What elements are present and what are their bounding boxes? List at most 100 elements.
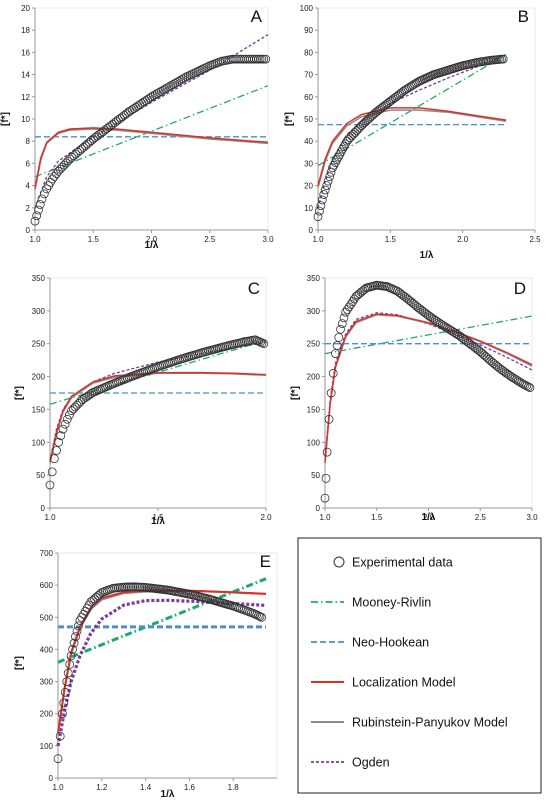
data-point	[333, 152, 343, 162]
data-point	[332, 155, 342, 165]
data-point	[55, 731, 65, 741]
data-point	[50, 171, 59, 181]
data-point	[323, 176, 333, 186]
y-tick-label: 80	[304, 48, 313, 57]
plot-area	[324, 277, 533, 509]
data-point	[66, 651, 76, 661]
data-point	[347, 131, 357, 141]
data-point	[58, 424, 68, 434]
legend-label: Experimental data	[352, 556, 453, 570]
data-point	[346, 299, 356, 309]
data-point	[336, 147, 346, 157]
data-point	[326, 388, 336, 398]
data-point	[355, 289, 364, 299]
data-point	[189, 68, 199, 78]
y-tick-label: 20	[304, 182, 313, 191]
y-axis-label: [f*]	[14, 656, 25, 670]
panel-c: 0 50 100 150 200 250 300 350 1.0 1.5 2.0 1/λ [f*] C	[14, 274, 272, 527]
y-tick-label: 10	[304, 204, 313, 213]
data-point	[350, 128, 360, 138]
legend-marker	[333, 556, 345, 568]
y-tick-label: 40	[304, 137, 313, 146]
legend: Experimental data Mooney-Rivlin Neo-Hookea…	[297, 537, 542, 794]
y-tick-label: 700	[40, 549, 54, 558]
panel-label: A	[251, 7, 263, 26]
data-point	[353, 124, 363, 134]
data-point	[253, 54, 263, 64]
legend-item-nh: Neo-Hookean	[311, 636, 429, 650]
data-point	[337, 319, 347, 329]
x-tick-label: 1.0	[312, 235, 324, 244]
data-point	[339, 142, 349, 151]
data-point	[366, 112, 376, 122]
y-tick-label: 100	[40, 742, 54, 751]
panel-e: 0 100 200 300 400 500 600 700 1.0 1.2 1.4 1.6 1.8 1/λ…	[14, 549, 278, 800]
y-tick-label: 400	[40, 645, 54, 654]
legend-item-loc: Localization Model	[311, 676, 456, 690]
y-tick-label: 0	[49, 774, 54, 783]
x-tick-label: 3.0	[526, 513, 538, 522]
data-point	[325, 172, 335, 182]
x-tick-label: 2.0	[423, 513, 435, 522]
y-tick-label: 350	[32, 274, 46, 283]
x-tick-label: 2.5	[204, 235, 216, 244]
y-tick-label: 30	[304, 159, 313, 168]
data-point	[60, 419, 70, 429]
data-point	[259, 54, 269, 64]
y-tick-label: 500	[40, 613, 54, 622]
data-point	[330, 158, 340, 167]
data-point	[355, 123, 365, 132]
data-point	[324, 414, 334, 424]
x-tick-label: 2.0	[457, 235, 469, 244]
y-tick-label: 50	[311, 471, 320, 480]
x-tick-label: 1.2	[96, 783, 108, 792]
legend-item-exp: Experimental data	[333, 556, 453, 570]
data-point	[62, 414, 72, 424]
x-tick-label: 1.0	[52, 783, 64, 792]
data-point	[356, 121, 366, 131]
y-tick-label: 4	[26, 182, 31, 191]
y-tick-label: 0	[41, 504, 46, 513]
data-point	[207, 60, 217, 70]
legend-label: Mooney-Rivlin	[352, 596, 431, 610]
y-tick-label: 250	[32, 340, 46, 349]
data-point	[314, 206, 324, 216]
data-point	[328, 163, 337, 173]
plot-area	[34, 7, 269, 231]
data-point	[398, 87, 408, 96]
series-line-rp	[34, 128, 269, 191]
data-point	[332, 341, 342, 350]
data-point	[352, 126, 362, 136]
data-point	[339, 313, 349, 323]
series-line-loc	[49, 371, 267, 463]
series-line-rp	[49, 372, 267, 464]
y-tick-label: 200	[307, 373, 321, 382]
y-tick-label: 20	[21, 4, 30, 13]
data-point	[65, 660, 75, 669]
y-tick-label: 6	[26, 159, 31, 168]
series-experimental-data	[30, 54, 271, 226]
data-point	[334, 332, 344, 342]
data-point	[489, 359, 499, 369]
series-line-loc	[34, 127, 269, 188]
data-point	[523, 382, 533, 392]
x-tick-label: 2.5	[529, 235, 541, 244]
data-point	[322, 181, 332, 191]
data-point	[348, 129, 358, 139]
data-point	[360, 118, 370, 128]
data-point	[330, 349, 340, 359]
x-tick-label: 1.0	[44, 513, 56, 522]
x-axis-label: 1/λ	[151, 516, 165, 527]
series-line-rp	[317, 109, 507, 188]
data-point	[193, 66, 203, 76]
data-point	[47, 467, 57, 477]
data-point	[317, 195, 327, 205]
y-tick-label: 14	[21, 71, 30, 80]
panel-b: 0 10 20 30 40 50 60 70 80 90 100 1.0 1.5 2.0 2.5 1/λ [f*…	[284, 4, 541, 261]
data-point	[408, 298, 418, 308]
y-tick-label: 12	[21, 93, 30, 102]
y-tick-label: 100	[300, 4, 314, 13]
y-tick-label: 0	[316, 504, 321, 513]
data-point	[197, 65, 207, 74]
x-tick-label: 1.0	[29, 235, 41, 244]
